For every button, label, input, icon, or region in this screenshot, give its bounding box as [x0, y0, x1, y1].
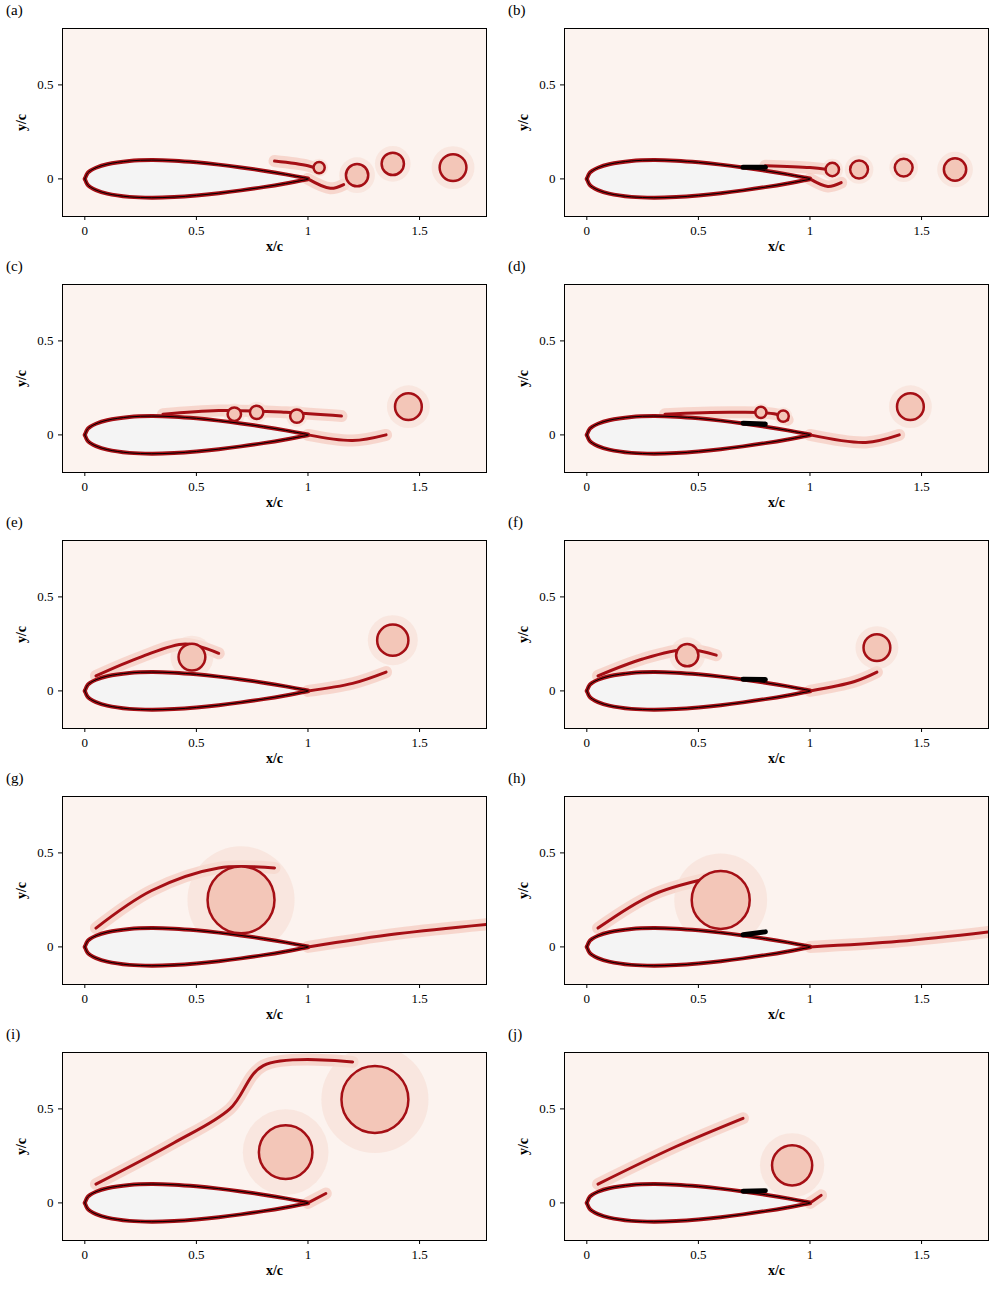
- svg-text:1.5: 1.5: [913, 479, 929, 494]
- svg-text:0: 0: [549, 1195, 556, 1210]
- svg-text:y/c: y/c: [516, 1138, 531, 1155]
- svg-text:0.5: 0.5: [188, 223, 204, 238]
- svg-text:1.5: 1.5: [913, 223, 929, 238]
- svg-text:1: 1: [305, 735, 312, 750]
- svg-text:1.5: 1.5: [411, 991, 427, 1006]
- svg-text:0.5: 0.5: [690, 1247, 706, 1262]
- html-text:(i): (i): [6, 1026, 21, 1042]
- svg-text:0.5: 0.5: [539, 1101, 555, 1116]
- html-text:(a): (a): [6, 2, 23, 18]
- svg-text:1: 1: [807, 1247, 814, 1262]
- svg-text:0.5: 0.5: [37, 77, 53, 92]
- svg-text:x/c: x/c: [768, 1263, 785, 1278]
- svg-text:1: 1: [807, 991, 814, 1006]
- svg-text:0: 0: [549, 939, 556, 954]
- svg-text:0: 0: [82, 1247, 89, 1262]
- svg-text:0: 0: [82, 991, 89, 1006]
- html-text:(e): (e): [6, 514, 23, 530]
- svg-text:0: 0: [549, 427, 556, 442]
- svg-text:1.5: 1.5: [913, 735, 929, 750]
- svg-text:x/c: x/c: [768, 239, 785, 254]
- svg-text:1: 1: [305, 223, 312, 238]
- svg-text:0: 0: [47, 171, 54, 186]
- svg-text:0: 0: [82, 223, 89, 238]
- svg-text:y/c: y/c: [516, 882, 531, 899]
- svg-text:y/c: y/c: [516, 370, 531, 387]
- svg-text:1.5: 1.5: [411, 479, 427, 494]
- svg-text:0.5: 0.5: [690, 991, 706, 1006]
- svg-text:0: 0: [584, 735, 591, 750]
- svg-text:1: 1: [305, 991, 312, 1006]
- svg-text:y/c: y/c: [516, 626, 531, 643]
- svg-text:0.5: 0.5: [539, 77, 555, 92]
- svg-text:0: 0: [584, 223, 591, 238]
- html-text:(f): (f): [508, 514, 523, 530]
- svg-text:y/c: y/c: [14, 882, 29, 899]
- svg-text:1.5: 1.5: [411, 735, 427, 750]
- svg-text:1: 1: [305, 479, 312, 494]
- svg-text:0.5: 0.5: [188, 1247, 204, 1262]
- svg-text:1: 1: [305, 1247, 312, 1262]
- svg-text:0.5: 0.5: [690, 223, 706, 238]
- html-text:(d): (d): [508, 258, 526, 274]
- svg-text:0.5: 0.5: [690, 479, 706, 494]
- html-text:(g): (g): [6, 770, 24, 786]
- svg-text:x/c: x/c: [768, 751, 785, 766]
- svg-text:x/c: x/c: [266, 239, 283, 254]
- svg-text:y/c: y/c: [14, 370, 29, 387]
- svg-text:0.5: 0.5: [188, 735, 204, 750]
- svg-text:0.5: 0.5: [188, 991, 204, 1006]
- svg-text:0: 0: [47, 1195, 54, 1210]
- svg-text:1.5: 1.5: [913, 991, 929, 1006]
- svg-text:0: 0: [584, 479, 591, 494]
- svg-text:x/c: x/c: [266, 751, 283, 766]
- svg-text:0.5: 0.5: [37, 333, 53, 348]
- svg-text:0.5: 0.5: [539, 333, 555, 348]
- svg-text:0.5: 0.5: [37, 1101, 53, 1116]
- svg-text:x/c: x/c: [768, 1007, 785, 1022]
- svg-text:1: 1: [807, 735, 814, 750]
- svg-text:0: 0: [584, 991, 591, 1006]
- svg-text:1: 1: [807, 479, 814, 494]
- svg-text:0.5: 0.5: [690, 735, 706, 750]
- svg-text:0: 0: [584, 1247, 591, 1262]
- svg-text:0: 0: [82, 479, 89, 494]
- svg-text:0: 0: [549, 171, 556, 186]
- svg-text:y/c: y/c: [516, 114, 531, 131]
- html-text:(j): (j): [508, 1026, 523, 1042]
- svg-text:0.5: 0.5: [539, 589, 555, 604]
- html-text:(b): (b): [508, 2, 526, 18]
- svg-text:y/c: y/c: [14, 626, 29, 643]
- svg-text:1: 1: [807, 223, 814, 238]
- svg-text:0: 0: [82, 735, 89, 750]
- svg-text:x/c: x/c: [266, 1263, 283, 1278]
- svg-text:0.5: 0.5: [188, 479, 204, 494]
- svg-text:0.5: 0.5: [37, 845, 53, 860]
- svg-text:y/c: y/c: [14, 1138, 29, 1155]
- html-text:(h): (h): [508, 770, 526, 786]
- html-text:(c): (c): [6, 258, 23, 274]
- svg-text:1.5: 1.5: [913, 1247, 929, 1262]
- svg-text:x/c: x/c: [266, 1007, 283, 1022]
- svg-text:0: 0: [47, 427, 54, 442]
- svg-text:x/c: x/c: [266, 495, 283, 510]
- svg-text:1.5: 1.5: [411, 223, 427, 238]
- svg-text:0: 0: [47, 939, 54, 954]
- svg-text:x/c: x/c: [768, 495, 785, 510]
- svg-text:y/c: y/c: [14, 114, 29, 131]
- svg-text:0.5: 0.5: [539, 845, 555, 860]
- svg-text:0: 0: [549, 683, 556, 698]
- svg-text:0.5: 0.5: [37, 589, 53, 604]
- svg-text:0: 0: [47, 683, 54, 698]
- svg-text:1.5: 1.5: [411, 1247, 427, 1262]
